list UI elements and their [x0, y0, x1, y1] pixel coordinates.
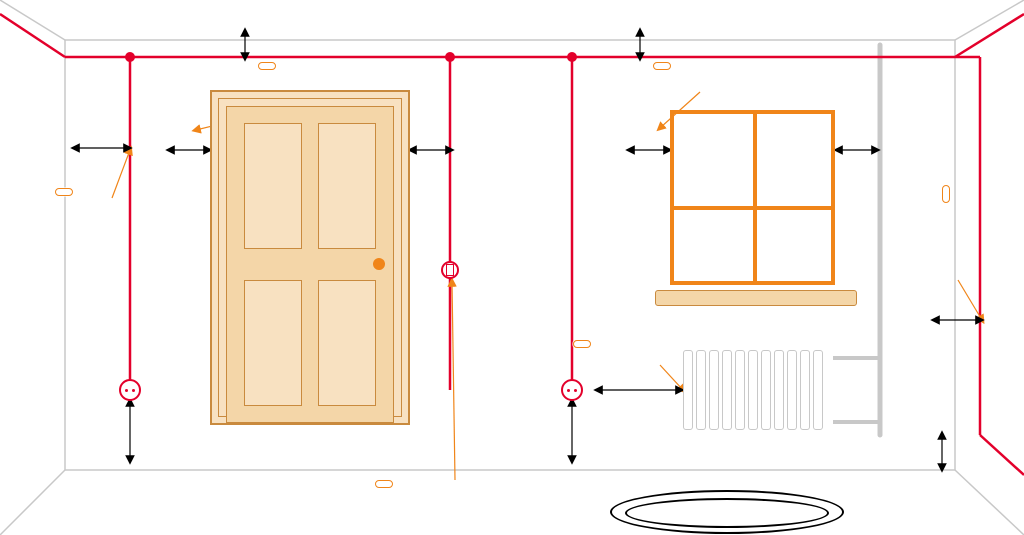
- outlet-pin: [125, 389, 128, 392]
- outlet-icon: [561, 379, 583, 401]
- switch-toggle: [446, 264, 454, 276]
- window-mullion-v: [753, 110, 757, 285]
- wiring-diagram: [0, 0, 1024, 535]
- callout-door-edge: [258, 62, 276, 70]
- junction-box-icon: [445, 52, 455, 62]
- radiator-section: [774, 350, 784, 430]
- radiator-section: [735, 350, 745, 430]
- floor-shadow-scribble: [625, 498, 829, 528]
- junction-box-icon: [125, 52, 135, 62]
- callout-radiator-dist: [573, 340, 591, 348]
- outlet-pin: [567, 389, 570, 392]
- door: [210, 90, 410, 425]
- radiator-section: [800, 350, 810, 430]
- radiator-section: [683, 350, 693, 430]
- callout-switch-height: [375, 480, 393, 488]
- outlet-pin: [574, 389, 577, 392]
- door-panel: [244, 280, 302, 406]
- door-leaf: [226, 106, 394, 423]
- radiator-section: [813, 350, 823, 430]
- radiator-section: [748, 350, 758, 430]
- window-sill: [655, 290, 857, 306]
- window-mullion-h: [670, 206, 835, 210]
- radiator-section: [787, 350, 797, 430]
- junction-box-icon: [567, 52, 577, 62]
- radiator-section: [761, 350, 771, 430]
- radiator-section: [709, 350, 719, 430]
- switch-icon: [441, 261, 459, 279]
- outlet-pin: [132, 389, 135, 392]
- door-panel: [318, 123, 376, 249]
- radiator-section: [696, 350, 706, 430]
- diagram-svg-layer: [0, 0, 1024, 535]
- callout-window-edge: [653, 62, 671, 70]
- callout-corner-left: [55, 188, 73, 196]
- outlet-icon: [119, 379, 141, 401]
- callout-corner-right: [942, 185, 950, 203]
- window: [670, 110, 835, 285]
- radiator-section: [722, 350, 732, 430]
- door-panel: [318, 280, 376, 406]
- door-knob: [373, 258, 385, 270]
- radiator: [683, 350, 833, 430]
- door-panel: [244, 123, 302, 249]
